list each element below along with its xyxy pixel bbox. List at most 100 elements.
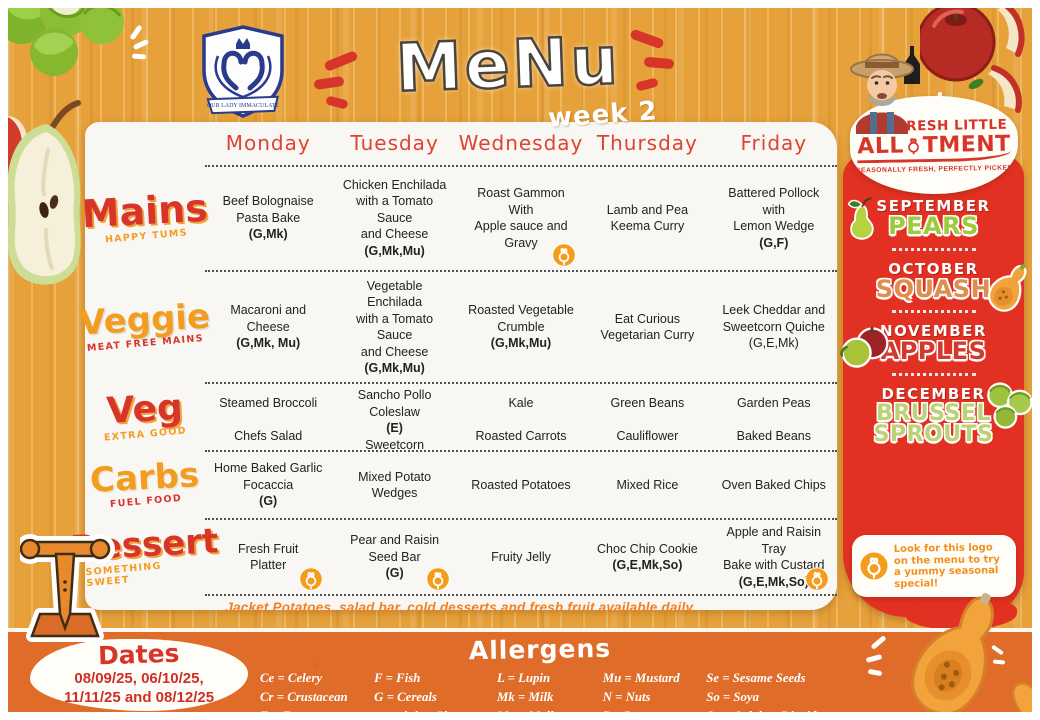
menu-cell-carbs-wednesday: Roasted Potatoes (458, 452, 584, 518)
menu-row-veggie: Veggie MEAT FREE MAINS Macaroni and Cheese… (78, 272, 837, 384)
bottom-info-band: Dates 08/09/25, 06/10/25, 11/11/25 and 0… (8, 628, 1032, 712)
crest-motto-text: OUR LADY IMMACULATE (207, 103, 279, 109)
dish-name: Fresh Fruit Platter (237, 541, 299, 573)
row-cells-mains: Beef Bolognaise Pasta Bake (G,Mk) Chicken … (205, 166, 837, 272)
menu-cell-carbs-thursday: Mixed Rice (584, 452, 710, 518)
allergen-codes: (G,Mk,Mu) (490, 336, 552, 351)
allergen-column-1: Ce = Celery Cr = Crustacean E = Eggs (260, 669, 348, 712)
row-title-mains: Mains (80, 186, 209, 237)
menu-cell-veggie-thursday: Eat Curious Vegetarian Curry (584, 272, 710, 382)
allergen-codes: (G,E,Mk,So) (612, 558, 683, 572)
dish-name: Roasted Vegetable Crumble (468, 303, 574, 334)
season-produce-name: SQUASH (875, 274, 992, 303)
allergen-codes: (E) (386, 421, 403, 435)
dish-name: Sancho Pollo Coleslaw (357, 388, 432, 419)
dish-name: Lamb and Pea Keema Curry (606, 202, 689, 234)
season-month: DECEMBER (881, 384, 986, 403)
row-label-dessert: Dessert SOMETHING SWEET (69, 517, 219, 597)
menu-row-carbs: Carbs FUEL FOOD Home Baked Garlic Focaccia… (85, 452, 837, 520)
dish-name: Pear and Raisin Seed Bar (350, 533, 440, 564)
season-produce-name: APPLES (880, 337, 987, 366)
burst-marks (991, 644, 1011, 672)
menu-cell-mains-monday: Beef Bolognaise Pasta Bake (G,Mk) (205, 166, 331, 270)
dish-name: Garden Peas Baked Beans (736, 396, 811, 444)
allergen-entry: Mo = Molluscs (497, 707, 576, 712)
season-month: NOVEMBER (880, 322, 987, 341)
allergen-entry: Su = Sulphur Dioxide (706, 707, 822, 712)
season-item-november: NOVEMBER APPLES (840, 320, 1024, 368)
allergen-entry: containing Gluten (374, 707, 470, 712)
allergen-entry: Mu = Mustard (602, 671, 680, 685)
allergen-codes: (G,F) (759, 235, 789, 250)
squash-icon (982, 260, 1032, 314)
allergen-codes: (G) (259, 494, 278, 509)
dish-name: Vegetable Enchilada with a Tomato Sauce … (356, 278, 434, 359)
row-title-veg: Veg (105, 387, 184, 433)
allergen-column-4: Mu = Mustard N = Nuts P = Peanuts (603, 669, 680, 712)
row-cells-veggie: Macaroni and Cheese (G,Mk, Mu) Vegetable E… (205, 272, 837, 384)
red-dash-decoration (325, 95, 349, 110)
allergen-column-2: F = Fish G = Cereals containing Gluten (374, 669, 470, 712)
allergen-entry: G = Cereals (374, 690, 437, 705)
season-month: SEPTEMBER (876, 197, 991, 215)
season-month: OCTOBER (888, 259, 979, 278)
dish-name: Roasted Potatoes (471, 477, 571, 492)
season-separator (891, 247, 976, 251)
apple-wedge-photo (8, 116, 28, 178)
menu-cell-dessert-thursday: Choc Chip Cookie (G,E,Mk,So) (584, 520, 710, 594)
dish-name: Green Beans Cauliflower (610, 396, 685, 444)
allergens-title: Allergens (468, 633, 612, 666)
dates-values: 08/09/25, 06/10/25, 11/11/25 and 08/12/2… (63, 670, 215, 706)
seasonal-logo-icon (552, 243, 576, 267)
allergen-entry: L = Lupin (497, 671, 551, 685)
day-header-friday: Friday (740, 131, 808, 155)
dish-name: Roast Gammon With Apple sauce and Gravy (474, 186, 568, 250)
menu-cell-veggie-tuesday: Vegetable Enchilada with a Tomato Sauce … (331, 272, 457, 382)
pear-icon (839, 197, 883, 241)
apples-icon (839, 322, 891, 374)
allergen-entry: Mk = Milk (497, 690, 554, 705)
dish-name: Battered Pollock with Lemon Wedge (728, 186, 820, 233)
season-item-december: DECEMBER BRUSSEL SPROUTS (843, 381, 1032, 448)
row-title-carbs: Carbs (89, 455, 201, 502)
menu-cell-dessert-friday: Apple and Raisin Tray Bake with Custard(… (711, 520, 837, 594)
season-produce-name: BRUSSEL SPROUTS (873, 400, 994, 448)
row-cells-veg: Steamed Broccoli Chefs Salad Sancho Pollo… (205, 384, 837, 452)
dish-name: Choc Chip Cookie (597, 541, 698, 556)
allergen-entry: Se = Sesame Seeds (706, 671, 806, 685)
row-cells-dessert: Fresh Fruit Platter Pear and Raisin Seed … (205, 520, 837, 596)
red-dash-decoration (313, 75, 345, 91)
menu-cell-veggie-monday: Macaroni and Cheese (G,Mk, Mu) (205, 272, 331, 382)
day-header-row: Monday Tuesday Wednesday Thursday Friday (85, 122, 837, 167)
row-cells-carbs: Home Baked Garlic Focaccia (G) Mixed Potat… (205, 452, 837, 520)
brand-main-text: ALL TMENT (857, 131, 1011, 163)
sprouts-icon (982, 379, 1032, 433)
season-separator (891, 310, 976, 314)
dish-name: Mixed Potato Wedges (358, 469, 432, 501)
menu-cell-veg-thursday: Green Beans Cauliflower (584, 384, 710, 456)
allergen-codes: (G,Mk, Mu) (236, 336, 301, 351)
allergen-column-3: L = Lupin Mk = Milk Mo = Molluscs (497, 669, 576, 712)
red-dash-decoration (323, 49, 359, 73)
dish-name: Eat Curious Vegetarian Curry (600, 311, 695, 343)
menu-row-mains: Mains HAPPY TUMS Beef Bolognaise Pasta Bak… (80, 163, 837, 273)
allergen-codes: (G,E,Mk,So) (738, 574, 809, 589)
allergen-codes: (G,Mk) (248, 227, 288, 242)
brussels-sprouts-photo (8, 8, 124, 76)
day-header-monday: Monday (225, 131, 311, 155)
menu-cell-veg-wednesday: Kale Roasted Carrots (458, 384, 584, 456)
dish-name: Home Baked Garlic Focaccia (214, 461, 323, 492)
season-list: SEPTEMBER PEARS OCTOBER SQUASH NOVEMBER APPLE… (840, 195, 1032, 448)
school-crest-logo: OUR LADY IMMACULATE (202, 25, 284, 118)
dish-name: Fruity Jelly (491, 549, 551, 564)
menu-card: Monday Tuesday Wednesday Thursday Friday… (69, 122, 837, 615)
row-label-mains: Mains HAPPY TUMS (80, 163, 209, 273)
dates-title: Dates (97, 638, 181, 671)
allergen-codes: (G,Mk,Mu) (364, 243, 425, 258)
menu-poster: OUR LADY IMMACULATE MeNu week 2 Monday T… (8, 8, 1032, 712)
allergen-codes: (G) (385, 566, 404, 581)
red-dash-decoration (629, 28, 665, 50)
allergen-legend: Ce = Celery Cr = Crustacean E = Eggs F = Fi… (260, 669, 822, 712)
menu-cell-dessert-monday: Fresh Fruit Platter (205, 520, 331, 594)
dish-name: Kale Roasted Carrots (475, 396, 567, 444)
